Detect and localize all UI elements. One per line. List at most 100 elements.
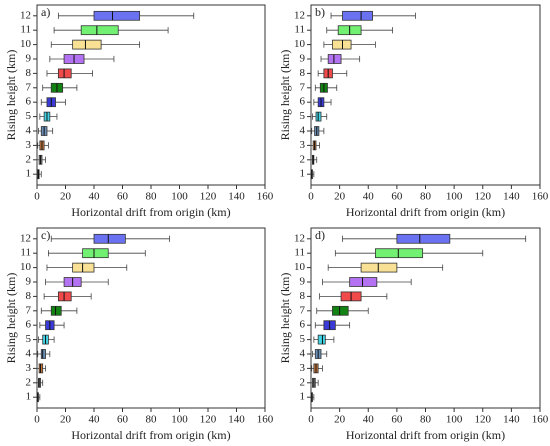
y-tick-label: 10 <box>294 38 306 50</box>
x-tick-label: 140 <box>228 414 245 426</box>
y-axis-label: Rising height (km) <box>4 273 18 364</box>
x-tick-label: 120 <box>475 414 492 426</box>
plot-frame <box>36 227 266 409</box>
y-tick-label: 12 <box>294 9 305 21</box>
x-tick-label: 120 <box>200 414 217 426</box>
x-tick-label: 40 <box>89 414 101 426</box>
y-tick-label: 7 <box>300 81 306 93</box>
box <box>317 334 326 345</box>
x-tick-label: 20 <box>60 414 72 426</box>
y-tick-label: 9 <box>26 53 32 65</box>
box <box>327 54 342 64</box>
box <box>93 10 140 21</box>
x-tick-label: 0 <box>308 191 314 203</box>
panel-label: b) <box>315 5 325 19</box>
y-axis-label: Rising height (km) <box>278 273 292 364</box>
x-tick-label: 160 <box>532 191 549 203</box>
y-tick-label: 3 <box>26 362 32 374</box>
x-tick-label: 140 <box>503 191 520 203</box>
x-tick-label: 0 <box>308 414 314 426</box>
y-tick-label: 7 <box>26 81 32 93</box>
y-tick-label: 9 <box>300 276 306 288</box>
y-tick-label: 4 <box>300 125 306 137</box>
x-tick-label: 40 <box>89 191 101 203</box>
x-tick-label: 160 <box>257 414 274 426</box>
y-tick-label: 11 <box>294 24 305 36</box>
y-tick-label: 7 <box>26 304 32 316</box>
x-tick-label: 160 <box>532 414 549 426</box>
panel-label: d) <box>315 228 325 242</box>
y-tick-label: 9 <box>300 53 306 65</box>
box <box>40 349 46 359</box>
y-tick-label: 12 <box>20 9 31 21</box>
x-tick-label: 60 <box>117 191 129 203</box>
y-tick-label: 5 <box>26 110 32 122</box>
plot-frame <box>36 4 266 186</box>
y-tick-label: 3 <box>26 139 32 151</box>
y-tick-label: 12 <box>294 232 305 244</box>
y-tick-label: 8 <box>26 67 32 79</box>
x-tick-label: 100 <box>446 414 463 426</box>
x-axis-label: Horizontal drift from origin (km) <box>71 428 230 442</box>
y-tick-label: 8 <box>300 290 306 302</box>
x-tick-label: 80 <box>146 414 158 426</box>
y-tick-label: 5 <box>26 333 32 345</box>
x-tick-label: 20 <box>334 191 346 203</box>
box <box>72 39 102 50</box>
x-tick-label: 100 <box>446 191 463 203</box>
x-axis-label: Horizontal drift from origin (km) <box>71 205 230 219</box>
y-tick-label: 1 <box>300 391 306 403</box>
y-tick-label: 1 <box>300 168 306 180</box>
y-tick-label: 12 <box>20 232 31 244</box>
y-tick-label: 5 <box>300 110 306 122</box>
box <box>332 39 352 50</box>
y-tick-label: 2 <box>26 376 32 388</box>
box <box>375 248 424 259</box>
x-tick-label: 40 <box>363 191 375 203</box>
y-tick-label: 11 <box>20 24 31 36</box>
y-tick-label: 7 <box>300 304 306 316</box>
y-tick-label: 8 <box>26 290 32 302</box>
x-tick-label: 20 <box>334 414 346 426</box>
box <box>80 25 119 36</box>
y-tick-label: 1 <box>26 391 32 403</box>
box <box>396 233 451 244</box>
x-tick-label: 0 <box>34 414 40 426</box>
x-tick-label: 80 <box>146 191 158 203</box>
y-tick-label: 6 <box>300 319 306 331</box>
y-tick-label: 4 <box>26 125 32 137</box>
x-axis-label: Horizontal drift from origin (km) <box>346 205 505 219</box>
x-tick-label: 100 <box>171 414 188 426</box>
x-tick-label: 20 <box>60 191 72 203</box>
box <box>342 10 373 21</box>
box <box>57 68 72 79</box>
plot-frame <box>310 227 541 409</box>
x-tick-label: 60 <box>391 414 403 426</box>
x-tick-label: 140 <box>228 191 245 203</box>
y-tick-label: 10 <box>294 261 306 273</box>
y-tick-label: 6 <box>300 96 306 108</box>
y-tick-label: 9 <box>26 276 32 288</box>
box <box>360 262 398 273</box>
y-tick-label: 11 <box>20 247 31 259</box>
y-tick-label: 10 <box>20 38 32 50</box>
x-tick-label: 120 <box>475 191 492 203</box>
box <box>50 305 62 316</box>
y-axis-label: Rising height (km) <box>4 50 18 141</box>
y-axis-label: Rising height (km) <box>278 50 292 141</box>
y-tick-label: 3 <box>300 362 306 374</box>
y-tick-label: 8 <box>300 67 306 79</box>
y-tick-label: 4 <box>26 348 32 360</box>
x-tick-label: 40 <box>363 414 375 426</box>
box <box>72 262 95 273</box>
x-tick-label: 120 <box>200 191 217 203</box>
panel-label: c) <box>41 228 50 242</box>
box <box>349 277 378 287</box>
box <box>57 291 72 302</box>
y-tick-label: 3 <box>300 139 306 151</box>
x-tick-label: 100 <box>171 191 188 203</box>
y-tick-label: 2 <box>300 376 306 388</box>
box <box>332 305 349 316</box>
box <box>82 248 109 259</box>
y-tick-label: 1 <box>26 168 32 180</box>
